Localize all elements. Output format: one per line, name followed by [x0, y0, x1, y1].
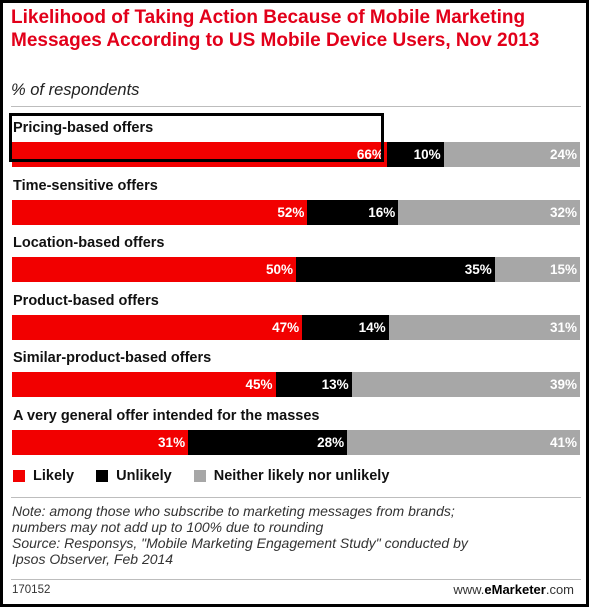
bar-segment-neither: 15%	[494, 257, 580, 282]
source-line-1: Source: Responsys, "Mobile Marketing Eng…	[12, 535, 468, 551]
chart-legend: Likely Unlikely Neither likely nor unlikel…	[13, 468, 411, 486]
divider-bottom	[11, 579, 581, 580]
legend-item-unlikely: Unlikely	[96, 468, 172, 484]
divider-top	[11, 106, 581, 107]
brand-suffix: .com	[545, 582, 574, 597]
bar-segment-unlikely: 14%	[302, 314, 389, 340]
legend-swatch	[96, 470, 109, 482]
source-line-2: Ipsos Observer, Feb 2014	[12, 551, 174, 567]
chart-title: Likelihood of Taking Action Because of M…	[11, 7, 540, 51]
bar-segment-unlikely: 35%	[296, 257, 495, 282]
divider-middle	[11, 497, 581, 498]
category-label: Product-based offers	[13, 292, 159, 309]
category-label: Similar-product-based offers	[13, 350, 212, 366]
legend-swatch	[193, 470, 206, 482]
legend-label: Neither likely nor unlikely	[213, 468, 390, 484]
note-line-1: Note: among those who subscribe to marke…	[12, 503, 455, 519]
legend-swatch	[13, 470, 25, 482]
bar-segment-likely: 66%	[12, 142, 387, 167]
bar-segment-neither: 41%	[347, 429, 580, 455]
bar-segment-likely: 52%	[12, 199, 308, 225]
category-label: A very general offer intended for the ma…	[13, 407, 320, 424]
chart-id: 170152	[12, 584, 51, 596]
category-label: Pricing-based offers	[13, 120, 154, 136]
bar-segment-unlikely: 13%	[275, 372, 352, 397]
category-label: Time-sensitive offers	[13, 177, 158, 194]
bar-segment-neither: 31%	[388, 314, 580, 340]
category-label: Location-based offers	[13, 235, 165, 251]
bar-segment-likely: 31%	[12, 429, 189, 455]
brand-name: eMarketer	[484, 582, 546, 597]
bar-segment-neither: 39%	[351, 372, 580, 397]
bar-segment-unlikely: 10%	[386, 142, 444, 167]
bar-segment-neither: 24%	[443, 142, 580, 167]
bar-segment-likely: 50%	[12, 257, 296, 282]
legend-label: Likely	[33, 468, 75, 484]
note-line-2: numbers may not add up to 100% due to ro…	[12, 519, 324, 535]
chart-subtitle: % of respondents	[11, 81, 140, 99]
bar-segment-unlikely: 28%	[188, 429, 348, 455]
bar-segment-likely: 45%	[12, 372, 276, 397]
note-text: Note: among those who subscribe to marke…	[12, 503, 582, 567]
bar-segment-unlikely: 16%	[307, 199, 399, 225]
legend-item-likely: Likely	[13, 468, 74, 484]
brand-link[interactable]: www.eMarketer.com	[453, 582, 574, 597]
legend-item-neither: Neither likely nor unlikely	[193, 468, 390, 484]
bar-segment-neither: 32%	[398, 199, 580, 225]
highlight-box	[9, 113, 384, 162]
brand-prefix: www.	[453, 582, 485, 597]
bar-segment-likely: 47%	[12, 314, 303, 340]
legend-label: Unlikely	[116, 468, 172, 484]
